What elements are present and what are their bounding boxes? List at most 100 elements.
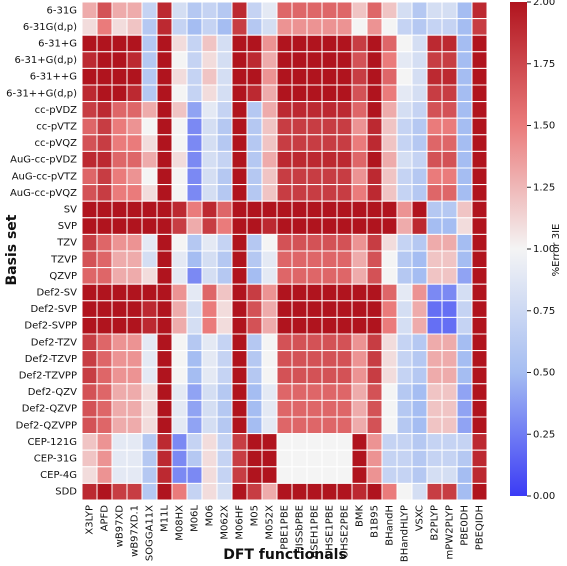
- cell: [441, 416, 458, 435]
- cell: [171, 416, 188, 435]
- cell: [411, 217, 428, 235]
- cell: [96, 233, 113, 252]
- cell: [231, 416, 248, 435]
- cell: [411, 316, 428, 335]
- cell: [396, 34, 413, 53]
- cell: [96, 67, 113, 86]
- cell: [216, 184, 233, 202]
- cell: [141, 1, 158, 20]
- cell: [396, 167, 413, 186]
- cell: [471, 34, 488, 53]
- cell: [336, 466, 353, 484]
- cell: [246, 84, 263, 103]
- cell: [441, 200, 458, 219]
- cell: [471, 333, 488, 352]
- cell: [231, 433, 248, 451]
- cell: [96, 101, 113, 119]
- cell: [111, 84, 128, 103]
- cell: [111, 134, 128, 152]
- cell: [381, 466, 398, 484]
- cell: [336, 217, 353, 235]
- cell: [231, 34, 248, 53]
- cell: [81, 383, 98, 401]
- cell: [366, 350, 383, 368]
- cell: [171, 383, 188, 401]
- cell: [351, 466, 368, 484]
- cell: [96, 416, 113, 435]
- cell: [426, 217, 443, 235]
- cell: [411, 366, 428, 385]
- cell: [261, 150, 278, 169]
- x-tick-label: HSEH1PBE: [310, 505, 321, 558]
- cell: [381, 67, 398, 86]
- cell: [276, 134, 293, 152]
- cell: [201, 84, 218, 103]
- cell: [156, 200, 173, 219]
- y-tick-label: cc-pVQZ: [34, 138, 77, 149]
- cell: [96, 217, 113, 235]
- cell: [351, 34, 368, 53]
- cell: [126, 217, 143, 235]
- cell: [126, 134, 143, 152]
- cell: [246, 267, 263, 285]
- cell: [156, 167, 173, 186]
- cell: [456, 217, 473, 235]
- cell: [306, 184, 323, 202]
- cell: [276, 333, 293, 352]
- cell: [441, 101, 458, 119]
- cell: [321, 84, 338, 103]
- cell: [366, 416, 383, 435]
- cell: [156, 300, 173, 318]
- cell: [456, 200, 473, 219]
- cell: [366, 1, 383, 20]
- cell: [246, 350, 263, 368]
- cell: [381, 449, 398, 468]
- x-tick-label: wB97XD: [115, 505, 126, 548]
- cell: [156, 1, 173, 20]
- cell: [111, 449, 128, 468]
- cell: [336, 433, 353, 451]
- cell: [471, 449, 488, 468]
- cell: [471, 167, 488, 186]
- cell: [201, 67, 218, 86]
- cell: [396, 466, 413, 484]
- cell: [381, 233, 398, 252]
- cell: [471, 184, 488, 202]
- cell: [441, 316, 458, 335]
- cell: [351, 184, 368, 202]
- cell: [441, 333, 458, 352]
- cell: [201, 233, 218, 252]
- cell: [426, 383, 443, 401]
- cell: [246, 383, 263, 401]
- cell: [351, 283, 368, 302]
- y-tick-label: CEP-4G: [40, 470, 77, 481]
- cell: [351, 200, 368, 219]
- cell: [336, 150, 353, 169]
- cell: [261, 167, 278, 186]
- cell: [306, 399, 323, 418]
- cell: [96, 350, 113, 368]
- cell: [186, 217, 203, 235]
- cell: [171, 350, 188, 368]
- cell: [411, 233, 428, 252]
- cell: [396, 117, 413, 136]
- y-tick-label: CEP-121G: [27, 437, 77, 448]
- cell: [111, 466, 128, 484]
- cell: [471, 117, 488, 136]
- cell: [291, 433, 308, 451]
- cell: [351, 399, 368, 418]
- cell: [201, 283, 218, 302]
- cell: [276, 449, 293, 468]
- y-tick-label: Def2-QZVP: [22, 404, 77, 415]
- cell: [321, 117, 338, 136]
- cell: [126, 316, 143, 335]
- cell: [351, 150, 368, 169]
- y-tick-label: Def2-SVP: [30, 304, 77, 315]
- cell: [456, 333, 473, 352]
- cell: [216, 150, 233, 169]
- cell: [126, 34, 143, 53]
- cell: [291, 283, 308, 302]
- cell: [291, 134, 308, 152]
- cell: [306, 350, 323, 368]
- cell: [246, 200, 263, 219]
